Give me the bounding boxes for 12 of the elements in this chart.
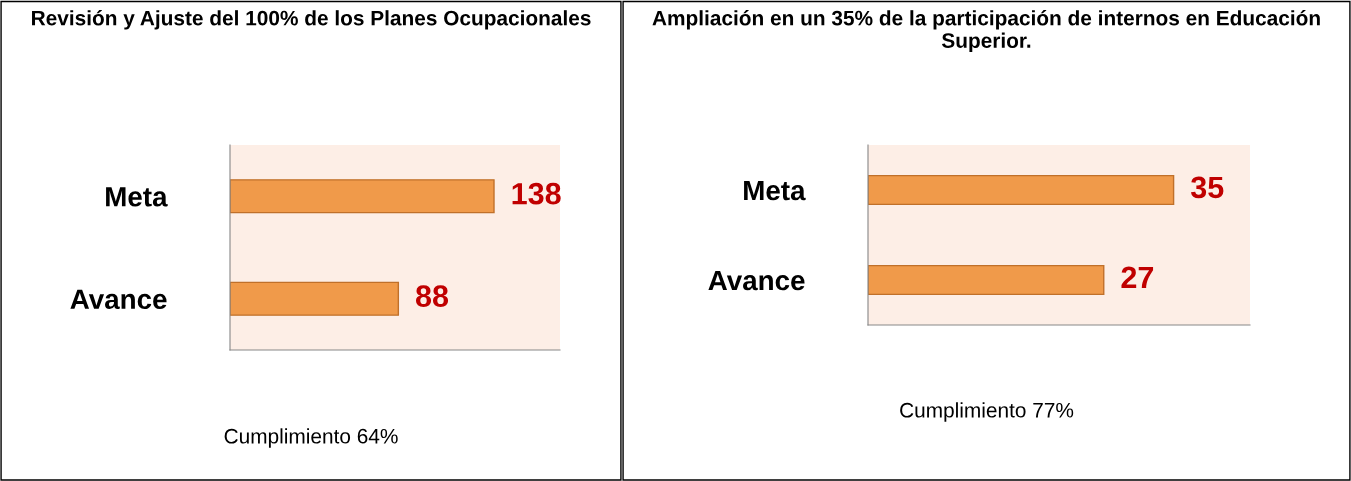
text: Cumplimiento 77%: [900, 402, 1074, 422]
data-label: 138: [512, 182, 561, 205]
data-label: 27: [1121, 266, 1154, 288]
data-label: 88: [415, 285, 449, 307]
y-tick-label: Meta: [744, 180, 806, 201]
y-tick-label: Avance: [70, 289, 167, 310]
y-tick-label: Meta: [106, 187, 168, 207]
y-tick-label: Avance: [708, 270, 805, 291]
chart-title: Revisión y Ajuste del 100% de los Planes Ocupacionales: [32, 10, 591, 30]
chart-title: Ampliación en un 35% de la participación de internos en Educación Superior.: [652, 10, 1320, 53]
text: Cumplimiento 64%: [224, 428, 398, 448]
data-label: 35: [1190, 176, 1224, 199]
